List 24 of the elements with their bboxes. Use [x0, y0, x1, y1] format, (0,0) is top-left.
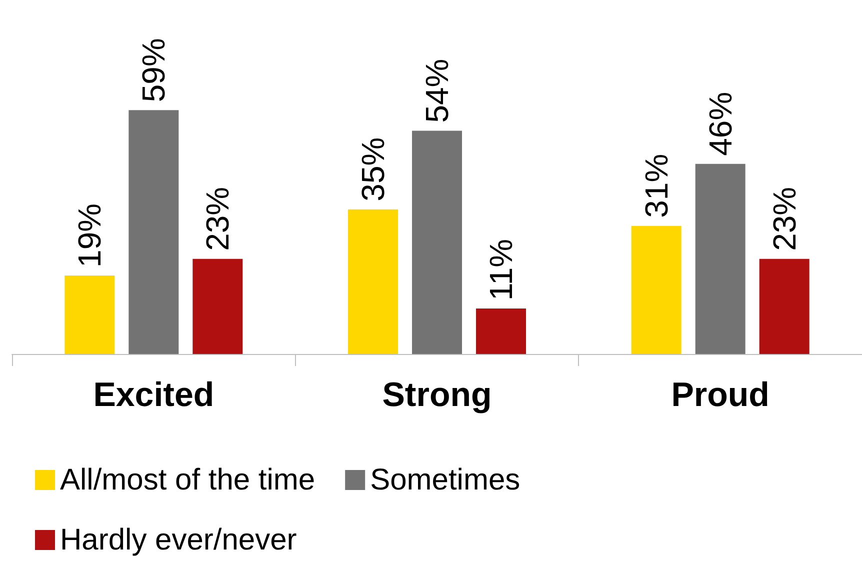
data-label: 23%	[766, 186, 802, 251]
legend-label: Hardly ever/never	[60, 524, 297, 556]
bar	[759, 258, 810, 354]
x-tick-label: Excited	[93, 376, 214, 414]
legend-label: All/most of the time	[60, 464, 316, 496]
bar	[412, 130, 462, 354]
data-label: 59%	[136, 38, 172, 102]
legend-label: Sometimes	[370, 464, 520, 496]
bar	[631, 226, 682, 354]
data-label: 19%	[72, 203, 108, 268]
bar	[695, 164, 746, 354]
data-label: 35%	[355, 137, 391, 202]
bar	[476, 308, 526, 354]
x-tick-label: Proud	[671, 376, 770, 414]
bar	[128, 110, 179, 354]
data-label: 23%	[200, 186, 236, 251]
data-label: 54%	[419, 58, 455, 123]
data-label: 11%	[483, 238, 519, 301]
x-tick-label: Strong	[382, 376, 492, 414]
bar	[348, 209, 398, 354]
bar	[192, 258, 243, 354]
bar	[64, 275, 115, 354]
data-label: 46%	[702, 92, 738, 156]
data-label: 31%	[638, 154, 674, 218]
